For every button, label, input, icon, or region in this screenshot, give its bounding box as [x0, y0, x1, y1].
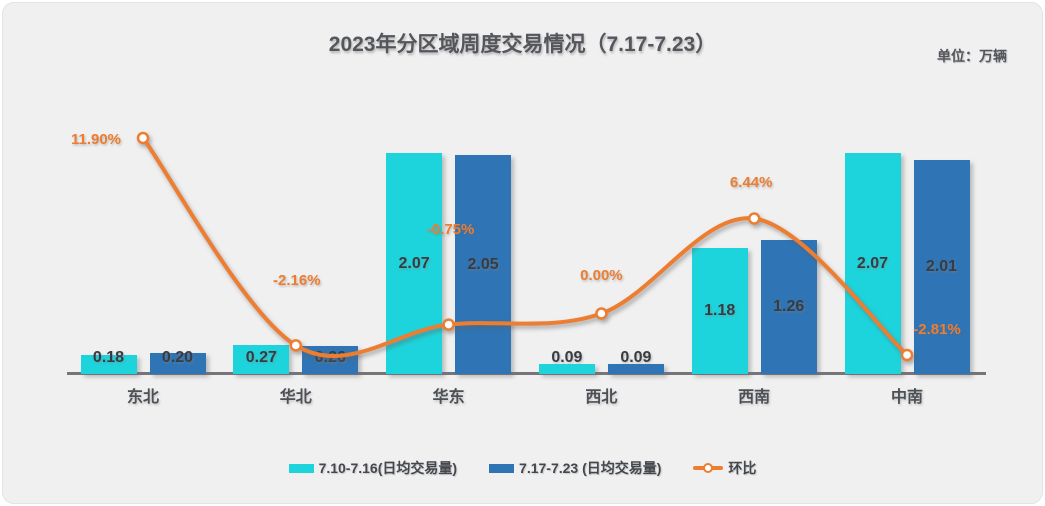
bar-series1-东北	[80, 354, 137, 374]
line-marker	[595, 307, 608, 320]
cyan-swatch-icon	[288, 463, 314, 473]
line-marker	[442, 318, 455, 331]
line-marker	[289, 339, 303, 352]
bar-value-label: 0.09	[620, 348, 652, 366]
legend-label-week1: 7.10-7.16(日均交易量)	[318, 460, 458, 476]
bar-value-label: 1.18	[704, 302, 736, 320]
legend-label-week2: 7.17-7.23 (日均交易量)	[519, 460, 662, 476]
category-label: 华东	[432, 389, 465, 406]
bar-value-label: 2.07	[856, 254, 889, 272]
blue-swatch-icon	[489, 463, 515, 473]
line-marker	[900, 348, 914, 362]
bar-series2-东北	[149, 352, 206, 374]
bar-value-label: 2.01	[925, 257, 958, 275]
line-swatch-icon	[693, 463, 724, 473]
category-label: 西北	[585, 389, 618, 406]
x-axis-line	[67, 372, 986, 375]
bar-value-label: 0.26	[314, 348, 346, 366]
bar-value-label: 2.07	[398, 254, 430, 272]
bar-value-label: 0.20	[161, 348, 194, 366]
legend-item-week1: 7.10-7.16(日均交易量)	[288, 458, 458, 478]
bar-series1-西北	[538, 364, 595, 374]
category-label: 华北	[279, 389, 312, 406]
category-label: 中南	[890, 389, 923, 406]
line-value-label: -2.81%	[913, 320, 961, 338]
bar-value-label: 0.09	[551, 348, 583, 366]
bar-series2-西北	[607, 364, 664, 374]
unit-label: 单位：万辆	[937, 48, 1007, 64]
legend-label-ratio: 环比	[728, 460, 757, 476]
chart-title: 2023年分区域周度交易情况（7.17-7.23）	[328, 33, 717, 56]
line-marker	[747, 212, 761, 225]
legend-item-week2: 7.17-7.23 (日均交易量)	[489, 458, 661, 478]
bar-value-label: 0.27	[245, 348, 277, 366]
line-value-label: -0.75%	[426, 220, 475, 238]
bar-value-label: 1.26	[773, 297, 805, 315]
category-label: 东北	[126, 389, 159, 406]
bar-value-label: 2.05	[467, 255, 499, 273]
line-value-label: 0.00%	[580, 266, 623, 284]
line-marker-dot-icon	[703, 463, 714, 473]
legend-item-ratio: 环比	[693, 458, 756, 478]
legend: 7.10-7.16(日均交易量) 7.17-7.23 (日均交易量) 环比	[2, 458, 1043, 478]
line-value-label: -2.16%	[273, 272, 321, 290]
bar-series2-中南	[913, 159, 970, 374]
line-value-label: 6.44%	[729, 173, 773, 191]
bar-value-label: 0.18	[92, 348, 125, 366]
category-label: 西南	[738, 389, 771, 406]
line-value-label: 11.90%	[70, 130, 122, 148]
